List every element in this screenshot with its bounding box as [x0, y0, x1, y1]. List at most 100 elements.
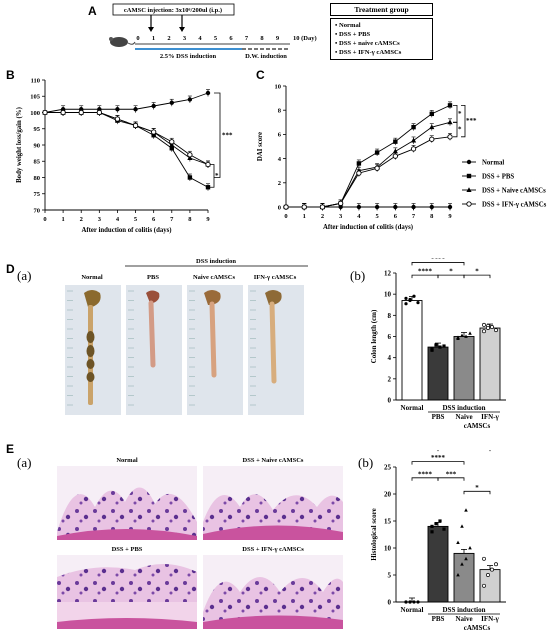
sig-label: ****: [418, 470, 433, 478]
sig-label: ***: [446, 470, 457, 478]
data-point: [205, 161, 211, 168]
data-dot: [486, 573, 490, 577]
sig-label: *: [458, 110, 462, 118]
y-tick-label: 85: [34, 159, 41, 166]
data-point: [169, 100, 174, 105]
histology-image-naive: [203, 466, 343, 540]
data-dot: [468, 331, 472, 335]
x-tick-label: 9: [448, 213, 452, 220]
data-dot: [416, 301, 420, 305]
sig-bracket: [411, 461, 465, 465]
timeline-day: 4: [198, 35, 202, 42]
sig-label: *: [475, 268, 479, 276]
colon-ifn: [265, 290, 282, 384]
timeline-day: 2: [167, 35, 170, 42]
sig-label: *: [215, 172, 219, 180]
sig-bracket: [437, 450, 491, 452]
data-dot: [456, 540, 460, 544]
legend-label: DSS + IFN-γ cAMSCs: [482, 202, 547, 209]
sig-bracket: [453, 104, 458, 123]
data-dot: [460, 333, 464, 337]
x-tick-label: 2: [321, 213, 324, 220]
x-tick-label: 5: [134, 216, 138, 223]
data-dot: [408, 600, 412, 604]
y-tick-label: 105: [30, 94, 41, 101]
data-point: [429, 124, 435, 130]
x-tick-label: Normal: [401, 404, 424, 412]
y-tick-label: 0: [388, 397, 392, 405]
data-dot: [412, 600, 416, 604]
data-dot: [408, 298, 412, 303]
x-tick-label: Normal: [401, 606, 424, 614]
x-tick-label: 8: [188, 216, 192, 223]
y-tick-label: 5: [388, 572, 392, 580]
bar: [453, 552, 475, 603]
histology-image-ifn: [203, 555, 343, 629]
y-tick-label: 0: [278, 204, 281, 211]
y-tick-label: 70: [34, 207, 41, 214]
data-dot: [404, 600, 408, 604]
panel-letter-a: A: [88, 4, 97, 18]
series-line: [286, 136, 451, 208]
data-point: [338, 204, 343, 210]
data-dot: [430, 530, 434, 534]
data-dot: [494, 328, 498, 333]
data-dot: [464, 556, 468, 561]
treatment-group-box: Treatment group • Normal • DSS + PBS • D…: [330, 3, 433, 60]
y-tick-label: 90: [34, 142, 41, 149]
timeline-day: 3: [183, 35, 187, 42]
panel-d-a-label: (a): [17, 268, 32, 283]
series-line: [45, 112, 209, 165]
data-point: [151, 103, 156, 109]
data-point: [466, 159, 472, 165]
data-point: [356, 161, 362, 166]
timeline-day: 7: [245, 35, 249, 42]
histological-score-chart: 0 5 10 15 20 25 Histological score Normal PBS Nai…: [370, 450, 506, 632]
data-point: [466, 201, 472, 207]
y-axis-label: DAI score: [257, 132, 264, 161]
data-point: [132, 122, 139, 129]
data-point: [115, 107, 120, 112]
sig-label: ****: [431, 258, 446, 263]
group-label: DSS induction: [443, 606, 486, 614]
data-point: [429, 111, 434, 117]
data-point: [466, 187, 472, 192]
data-point: [187, 152, 193, 158]
y-tick-label: 110: [31, 77, 40, 84]
data-point: [429, 204, 434, 210]
data-point: [447, 134, 453, 140]
y-tick-label: 20: [384, 491, 392, 499]
data-point: [283, 204, 289, 210]
histology-label-pbs: DSS + PBS: [112, 546, 143, 553]
y-axis-label: Body weight loss/gain (%): [16, 107, 23, 183]
x-tick-label: 0: [43, 216, 46, 223]
x-tick-label: 6: [394, 213, 398, 220]
y-tick-label: 0: [388, 599, 392, 607]
data-dot: [434, 522, 438, 526]
y-tick-label: 4: [278, 156, 282, 163]
histology-label-naive: DSS + Naive cAMSCs: [243, 457, 304, 464]
data-dot: [482, 322, 486, 327]
panel-letter-d: D: [6, 262, 15, 276]
data-dot: [456, 573, 460, 577]
sig-bracket: [463, 490, 491, 495]
y-tick-label: 15: [384, 518, 392, 526]
data-dot: [434, 343, 438, 347]
x-tick-label: 0: [284, 213, 287, 220]
data-point: [411, 204, 416, 210]
y-axis-label: Histological score: [370, 508, 378, 561]
y-tick-label: 100: [30, 110, 40, 117]
sig-bracket: [453, 121, 458, 138]
data-point: [301, 204, 307, 210]
treatment-group-title: Treatment group: [330, 3, 433, 16]
x-tick-label: 3: [98, 216, 102, 223]
data-dot: [460, 562, 464, 566]
data-point: [374, 165, 380, 171]
data-point: [114, 116, 121, 122]
x-tick-label: 9: [206, 216, 210, 223]
dai-score-chart: 0 2 4 6 8 10 0 1 2 3 4 5 6 7 8 9 After induction of coli…: [257, 83, 547, 231]
data-dot: [412, 294, 416, 298]
data-point: [356, 204, 362, 210]
data-dot: [468, 546, 472, 550]
data-point: [187, 97, 193, 102]
